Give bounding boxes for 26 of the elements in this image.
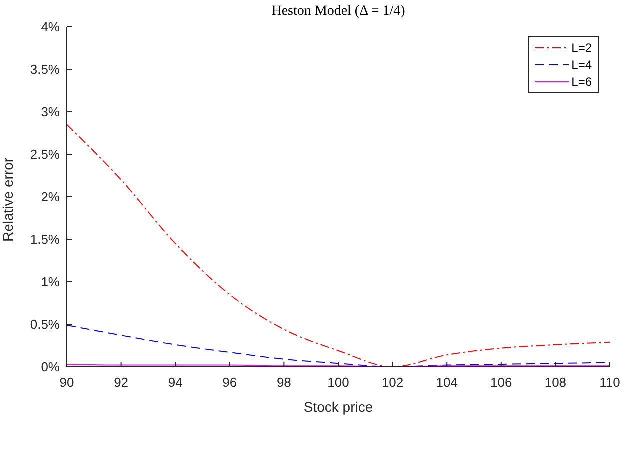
x-tick-label: 106 xyxy=(490,375,512,390)
x-tick-label: 104 xyxy=(436,375,458,390)
x-axis-title: Stock price xyxy=(304,399,374,415)
legend-label: L=4 xyxy=(572,58,592,72)
x-tick-label: 94 xyxy=(168,375,183,390)
x-tick-label: 110 xyxy=(600,375,620,390)
x-tick-label: 102 xyxy=(382,375,404,390)
x-tick-label: 100 xyxy=(328,375,350,390)
x-tick-label: 92 xyxy=(114,375,129,390)
y-tick-label: 0% xyxy=(41,360,60,375)
legend-label: L=6 xyxy=(572,74,592,88)
y-tick-label: 2.5% xyxy=(30,147,60,162)
x-tick-label: 90 xyxy=(60,375,74,390)
y-tick-label: 3% xyxy=(41,104,60,120)
chart-title: Heston Model (Δ = 1/4) xyxy=(270,4,406,20)
y-tick-label: 1.5% xyxy=(30,232,60,248)
legend-label: L=2 xyxy=(572,40,592,54)
y-tick-label: 3.5% xyxy=(30,62,60,78)
y-tick-label: 1% xyxy=(41,274,60,290)
y-tick-label: 4% xyxy=(41,20,60,35)
x-tick-label: 108 xyxy=(544,375,567,390)
y-tick-label: 0.5% xyxy=(30,317,60,332)
y-tick-label: 2% xyxy=(41,190,60,205)
x-tick-label: 96 xyxy=(222,375,238,390)
y-axis-title: Relative error xyxy=(0,158,16,242)
x-tick-label: 98 xyxy=(276,375,292,390)
